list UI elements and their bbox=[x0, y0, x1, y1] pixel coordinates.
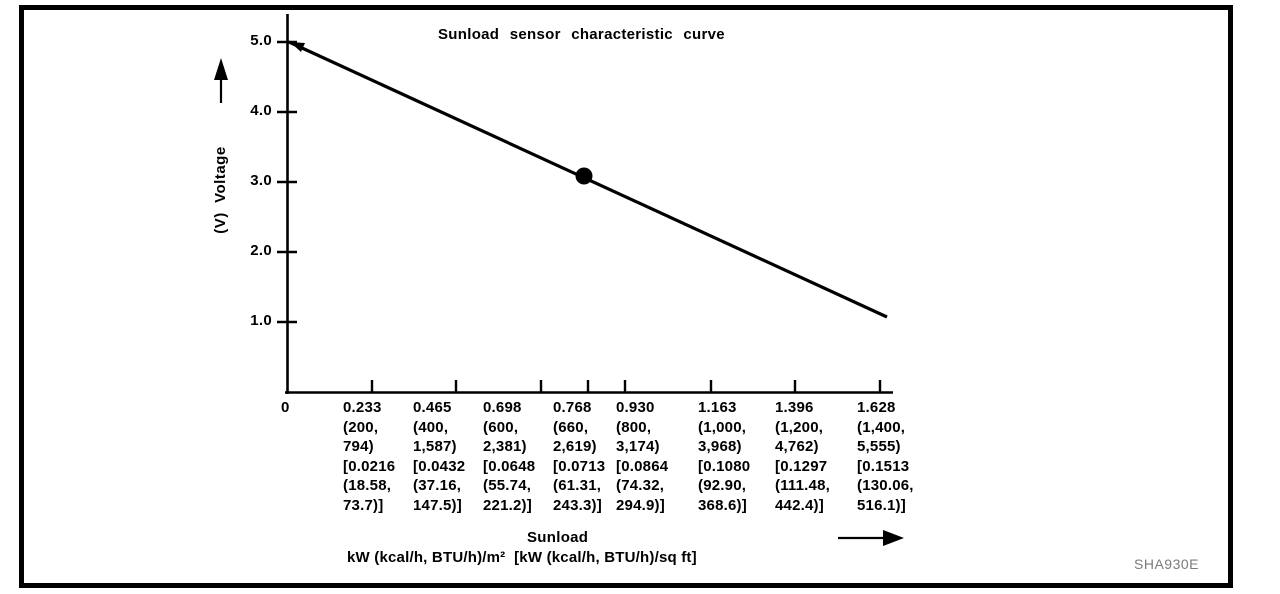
x-tick-label-column: 0.233 (200, 794) [0.0216 (18.58, 73.7)] bbox=[343, 398, 395, 515]
x-tick-label-line: 3,968) bbox=[698, 438, 742, 455]
x-tick-label-line: 73.7)] bbox=[343, 496, 384, 514]
x-tick-label-line: 243.3)] bbox=[553, 496, 602, 514]
x-tick-label-column: 1.396 (1,200, 4,762) [0.1297 (111.48, 442.4)] bbox=[775, 398, 830, 515]
x-tick-label-line: 221.2)] bbox=[483, 496, 532, 514]
x-tick-label-line: 794) bbox=[343, 438, 374, 455]
chart-title: Sunload sensor characteristic curve bbox=[438, 26, 725, 43]
x-tick-label-column: 1.628 (1,400, 5,555) [0.1513 (130.06, 516.1)] bbox=[857, 398, 914, 515]
sunload-arrow-head bbox=[883, 530, 904, 546]
x-tick-label-column: 1.163 (1,000, 3,968) [0.1080 (92.90, 368.6)] bbox=[698, 398, 750, 515]
voltage-arrow-head bbox=[214, 58, 228, 80]
x-tick-label-line: (111.48, bbox=[775, 477, 830, 494]
x-tick-label-line: 442.4)] bbox=[775, 496, 824, 514]
x-tick-label-line: (37.16, bbox=[413, 477, 462, 494]
y-axis-tick-label: 1.0 bbox=[250, 312, 272, 329]
x-tick-label-line: [0.0713 bbox=[553, 457, 606, 475]
x-tick-label-line: 147.5)] bbox=[413, 496, 462, 514]
x-tick-label-line: [0.1080 bbox=[698, 457, 751, 475]
x-tick-label-line: (74.32, bbox=[616, 477, 665, 494]
line-start-arrowhead bbox=[290, 42, 305, 52]
x-tick-label-line: 1.163 bbox=[698, 399, 737, 416]
data-point-marker bbox=[575, 167, 593, 185]
x-tick-label-line: 5,555) bbox=[857, 438, 901, 455]
x-tick-label-line: [0.0648 bbox=[483, 457, 536, 475]
x-tick-label-line: (92.90, bbox=[698, 477, 747, 494]
x-tick-label-line: [0.0432 bbox=[413, 457, 466, 475]
x-tick-label-line: 4,762) bbox=[775, 438, 819, 455]
x-tick-label-column: 0.768 (660, 2,619) [0.0713 (61.31, 243.3)] bbox=[553, 398, 605, 515]
y-axis-tick-label: 4.0 bbox=[250, 102, 272, 119]
figure-code-label: SHA930E bbox=[1134, 556, 1199, 572]
x-tick-label-line: (1,400, bbox=[857, 418, 906, 436]
x-tick-label-column: 0.930 (800, 3,174) [0.0864 (74.32, 294.9)] bbox=[616, 398, 668, 515]
x-tick-label-line: 3,174) bbox=[616, 438, 660, 455]
x-tick-label-line: (18.58, bbox=[343, 477, 392, 494]
y-axis-label: (V) Voltage bbox=[212, 146, 229, 234]
x-tick-label-line: (61.31, bbox=[553, 477, 602, 494]
x-tick-label-line: 1.396 bbox=[775, 399, 814, 416]
x-tick-label-line: (55.74, bbox=[483, 477, 532, 494]
y-axis-tick-label: 2.0 bbox=[250, 242, 272, 259]
x-tick-label-line: 2,381) bbox=[483, 438, 527, 455]
x-tick-label-line: [0.1513 bbox=[857, 457, 910, 475]
x-tick-label-line: (130.06, bbox=[857, 477, 914, 494]
x-tick-label-line: (660, bbox=[553, 418, 589, 436]
x-tick-label-line: 0.768 bbox=[553, 399, 592, 416]
x-tick-label-line: (200, bbox=[343, 418, 379, 436]
x-tick-label-line: [0.0864 bbox=[616, 457, 669, 475]
x-tick-label-column: 0 bbox=[281, 398, 290, 418]
y-axis-tick-label: 5.0 bbox=[250, 32, 272, 49]
x-tick-label-column: 0.465 (400, 1,587) [0.0432 (37.16, 147.5)] bbox=[413, 398, 465, 515]
y-axis-tick-label: 3.0 bbox=[250, 172, 272, 189]
x-tick-label-line: 1,587) bbox=[413, 438, 457, 455]
x-tick-label-line: (1,200, bbox=[775, 418, 824, 436]
x-tick-label-line: [0.1297 bbox=[775, 457, 828, 475]
x-tick-label-line: 368.6)] bbox=[698, 496, 747, 514]
x-tick-label-line: 0.465 bbox=[413, 399, 452, 416]
x-tick-label-line: 0 bbox=[281, 399, 290, 416]
x-tick-label-column: 0.698 (600, 2,381) [0.0648 (55.74, 221.2)] bbox=[483, 398, 535, 515]
x-tick-label-line: (1,000, bbox=[698, 418, 747, 436]
x-axis-unit-label: kW (kcal/h, BTU/h)/m² [kW (kcal/h, BTU/h… bbox=[347, 549, 697, 566]
x-tick-label-line: 294.9)] bbox=[616, 496, 665, 514]
x-tick-label-line: 516.1)] bbox=[857, 496, 906, 514]
x-tick-label-line: (800, bbox=[616, 418, 652, 436]
x-tick-label-line: (600, bbox=[483, 418, 519, 436]
x-tick-label-line: (400, bbox=[413, 418, 449, 436]
x-axis-title: Sunload bbox=[527, 529, 589, 546]
x-tick-label-line: [0.0216 bbox=[343, 457, 396, 475]
x-tick-label-line: 0.233 bbox=[343, 399, 382, 416]
x-tick-label-line: 1.628 bbox=[857, 399, 896, 416]
x-tick-label-line: 2,619) bbox=[553, 438, 597, 455]
x-tick-label-line: 0.930 bbox=[616, 399, 655, 416]
x-tick-label-line: 0.698 bbox=[483, 399, 522, 416]
